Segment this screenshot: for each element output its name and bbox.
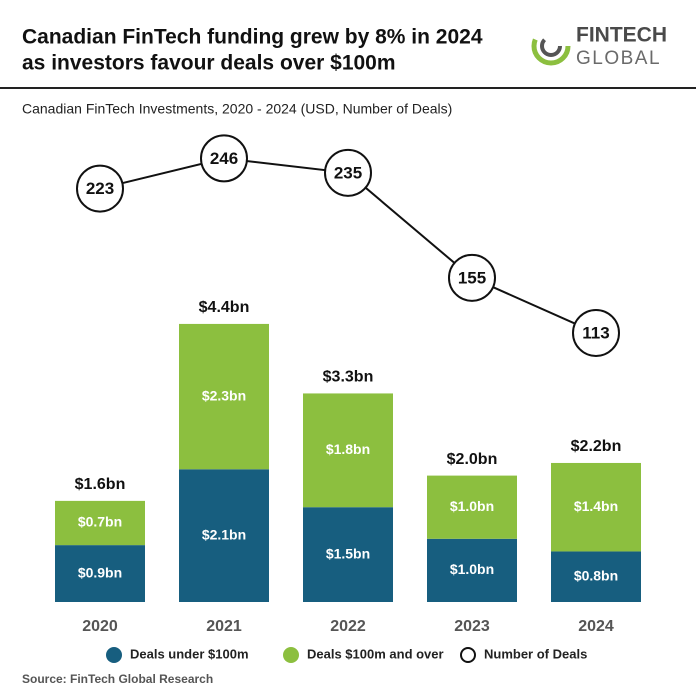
data-label: $0.8bn (574, 567, 618, 583)
deals-marker (572, 308, 620, 357)
logo-text: FINTECH (576, 24, 667, 47)
data-label: $1.0bn (450, 498, 494, 514)
data-label: $1.0bn (450, 561, 494, 577)
deals-marker (200, 134, 248, 183)
bar-segment (427, 475, 517, 539)
data-label: $0.9bn (78, 564, 122, 580)
data-label: $0.7bn (78, 514, 122, 530)
legend-swatch (283, 647, 299, 663)
logo: FINTECH GLOBAL (531, 24, 667, 69)
x-tick-label: 2021 (206, 618, 242, 635)
x-tick-label: 2020 (82, 618, 118, 635)
legend-label: Deals $100m and over (307, 646, 444, 661)
deals-label: 246 (210, 149, 238, 168)
chart-title: Canadian FinTech funding grew by 8% in 2… (22, 26, 483, 49)
total-label: $4.4bn (199, 299, 250, 316)
total-label: $2.2bn (571, 438, 622, 455)
data-label: $2.1bn (202, 526, 246, 542)
deals-label: 223 (86, 179, 114, 198)
total-label: $3.3bn (323, 369, 374, 386)
deals-label: 155 (458, 268, 486, 287)
bar-segment (55, 500, 145, 546)
source: Source: FinTech Global Research (22, 672, 213, 686)
data-label: $1.4bn (574, 498, 618, 514)
bar-segment (427, 538, 517, 602)
bar-segment (55, 545, 145, 602)
bar-segment (179, 323, 269, 470)
x-tick-label: 2023 (454, 618, 490, 635)
legend-swatch (106, 647, 122, 663)
deals-label: 235 (334, 163, 362, 182)
bar-segment (551, 462, 641, 552)
logo-text: GLOBAL (576, 48, 661, 69)
x-tick-label: 2024 (578, 618, 614, 635)
bar-segment (303, 393, 393, 508)
data-label: $2.3bn (202, 387, 246, 403)
bar-segment (551, 551, 641, 602)
legend-label: Deals under $100m (130, 646, 249, 661)
legend-label: Number of Deals (484, 646, 587, 661)
logo-icon (540, 35, 562, 57)
bar-segment (179, 469, 269, 602)
chart-title: as investors favour deals over $100m (22, 52, 396, 75)
data-label: $1.5bn (326, 545, 370, 561)
bar-segment (303, 507, 393, 602)
total-label: $2.0bn (447, 451, 498, 468)
deals-marker (448, 253, 496, 302)
total-label: $1.6bn (75, 476, 126, 493)
legend-swatch (460, 647, 476, 663)
deals-marker (76, 164, 124, 213)
deals-label: 113 (582, 323, 609, 342)
x-tick-label: 2022 (330, 618, 366, 635)
logo-icon (531, 26, 571, 66)
chart-subtitle: Canadian FinTech Investments, 2020 - 202… (22, 101, 452, 117)
data-label: $1.8bn (326, 441, 370, 457)
deals-marker (324, 148, 372, 197)
